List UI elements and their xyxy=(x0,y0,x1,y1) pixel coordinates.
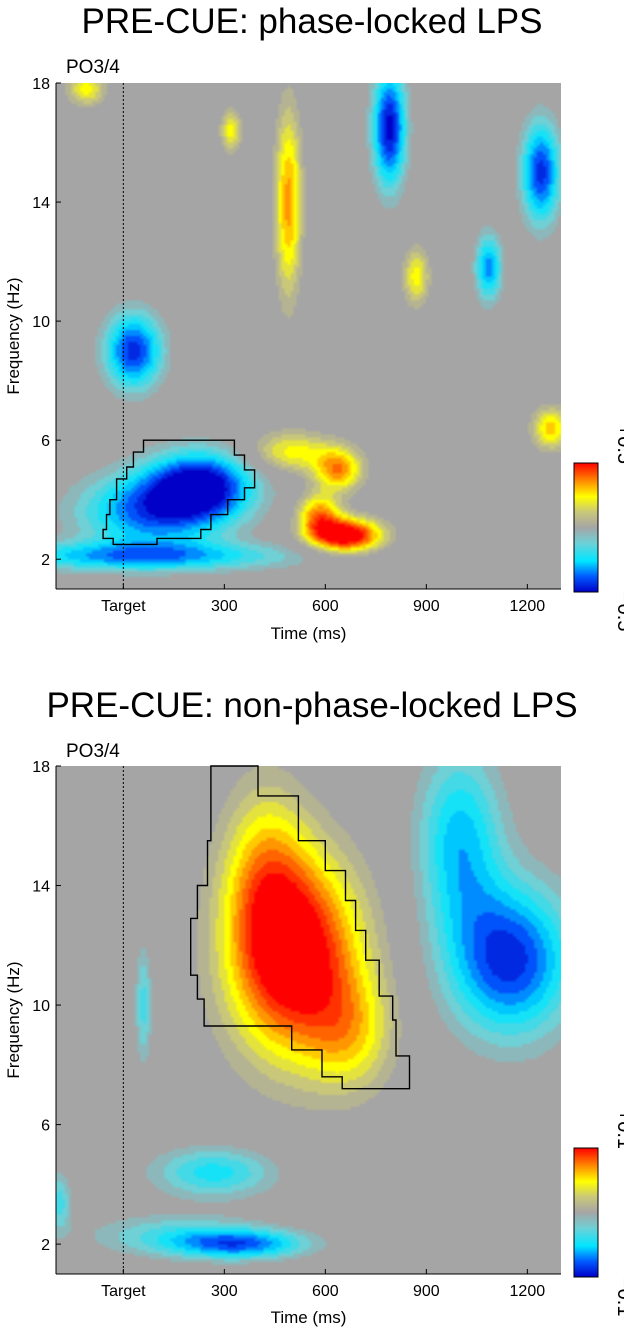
x-tick-label: 900 xyxy=(413,1283,440,1300)
x-tick-label: 600 xyxy=(312,598,339,615)
channel-label: PO3/4 xyxy=(66,57,120,78)
colorbar xyxy=(573,1147,599,1278)
y-axis-label: Frequency (Hz) xyxy=(4,277,23,394)
y-axis-label: Frequency (Hz) xyxy=(4,961,23,1078)
x-tick-label: Target xyxy=(101,598,146,615)
significance-outline xyxy=(189,765,411,1090)
heatmap-field xyxy=(56,83,561,589)
bottom-chart-title: PRE-CUE: non-phase-locked LPS xyxy=(46,686,578,725)
colorbar-max-label: +0.5 xyxy=(613,425,624,464)
top-chart-title: PRE-CUE: phase-locked LPS xyxy=(81,2,543,41)
x-axis-label: Time (ms) xyxy=(271,1308,347,1327)
chart-panel-1: Target 300 600 900 1200 2 6 10 14 18 Time (ms) Freq… xyxy=(4,57,624,643)
x-tick-label: 300 xyxy=(211,1283,238,1300)
y-tick-label: 10 xyxy=(32,314,50,331)
y-tick-label: 2 xyxy=(41,552,50,569)
x-tick-label: 300 xyxy=(211,598,238,615)
heatmap-field xyxy=(56,766,561,1274)
x-tick-label: 900 xyxy=(413,598,440,615)
x-tick-label: 1200 xyxy=(510,1283,546,1300)
y-tick-label: 6 xyxy=(41,433,50,450)
y-tick-label: 14 xyxy=(32,879,50,896)
colorbar-max-label: +0.1 xyxy=(613,1110,624,1149)
x-tick-label: 1200 xyxy=(510,598,546,615)
colorbar-min-label: −0.5 xyxy=(613,592,624,631)
y-tick-label: 6 xyxy=(41,1118,50,1135)
y-tick-label: 2 xyxy=(41,1237,50,1254)
x-axis-label: Time (ms) xyxy=(271,624,347,643)
colorbar-min-label: −0.1 xyxy=(613,1277,624,1316)
significance-outline xyxy=(102,439,256,546)
y-tick-label: 10 xyxy=(32,998,50,1015)
x-tick-label: 600 xyxy=(312,1283,339,1300)
channel-label: PO3/4 xyxy=(66,741,120,762)
y-tick-label: 18 xyxy=(32,76,50,93)
y-tick-label: 18 xyxy=(32,759,50,776)
x-tick-label: Target xyxy=(101,1283,146,1300)
chart-panel-2: Target 300 600 900 1200 2 6 10 14 18 Time (ms) Freq… xyxy=(4,741,624,1327)
colorbar xyxy=(573,462,599,593)
y-tick-label: 14 xyxy=(32,195,50,212)
